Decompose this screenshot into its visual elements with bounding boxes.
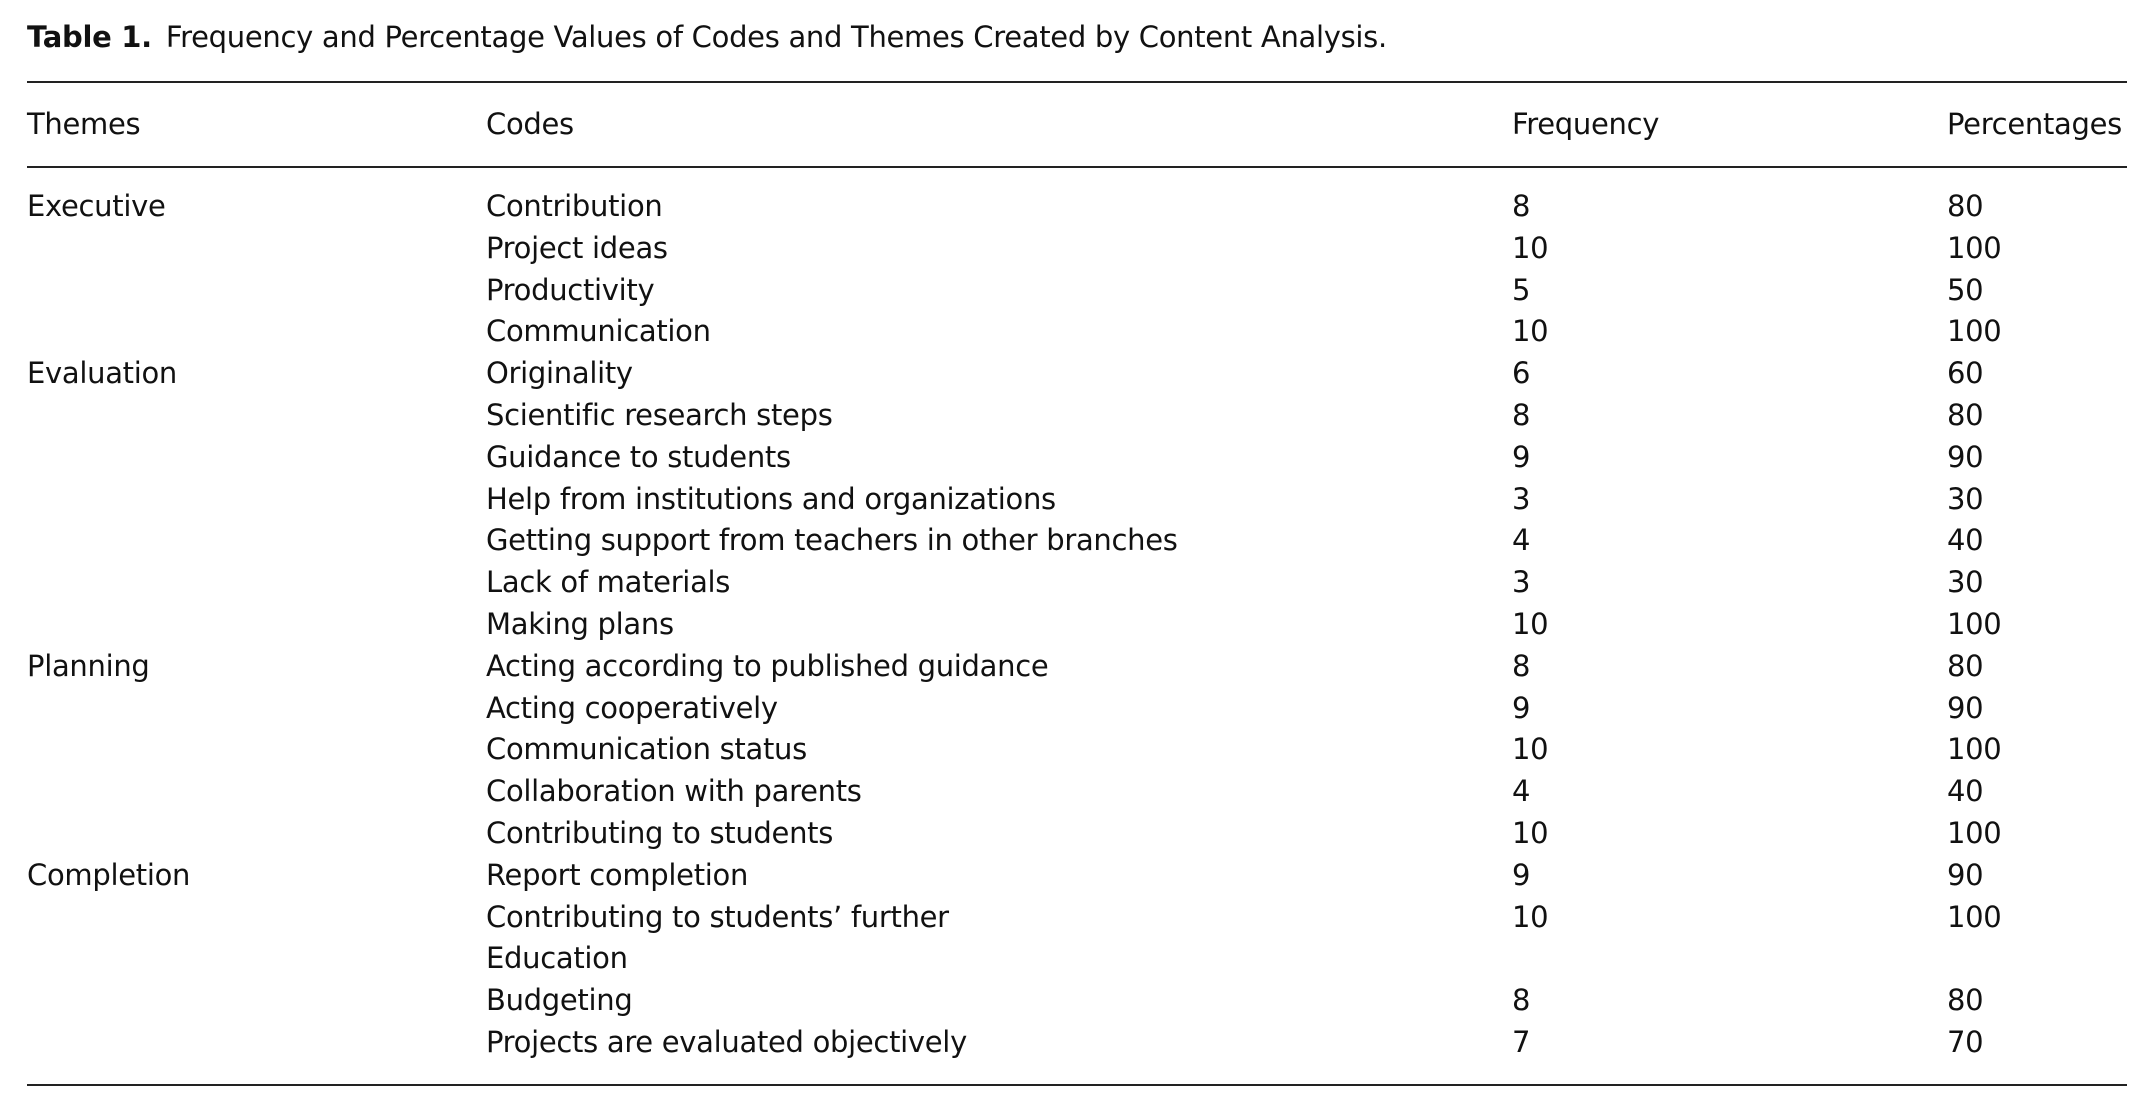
percentage-cell: 80	[1947, 398, 1984, 432]
frequency-cell: 8	[1512, 983, 1531, 1018]
code-cell: Acting cooperatively	[486, 690, 778, 725]
percentage-cell: 30	[1947, 565, 1984, 600]
percentage-cell: 80	[1947, 983, 1984, 1018]
percentage-cell: 90	[1947, 857, 1984, 892]
top-rule	[27, 81, 2127, 83]
frequency-cell: 9	[1512, 690, 1531, 725]
code-cell: Communication	[486, 314, 711, 349]
theme-cell: Planning	[27, 648, 150, 683]
frequency-cell: 10	[1512, 816, 1549, 850]
code-cell: Contribution	[486, 189, 663, 223]
percentage-cell: 90	[1947, 690, 1984, 725]
table-caption: Table 1. Frequency and Percentage Values …	[27, 20, 1387, 54]
percentage-cell: 90	[1947, 439, 1984, 474]
percentage-cell: 100	[1947, 816, 2002, 850]
theme-cell: Executive	[27, 189, 166, 223]
code-cell: Scientific research steps	[486, 398, 833, 432]
percentage-cell: 100	[1947, 899, 2002, 934]
code-cell: Getting support from teachers in other b…	[486, 523, 1178, 558]
percentage-cell: 80	[1947, 648, 1984, 683]
percentage-cell: 40	[1947, 774, 1984, 809]
frequency-cell: 9	[1512, 439, 1531, 474]
table-label: Table 1.	[27, 20, 152, 54]
frequency-cell: 3	[1512, 481, 1531, 516]
bottom-rule	[27, 1084, 2127, 1086]
code-cell-continuation: Education	[486, 941, 628, 976]
header-frequency: Frequency	[1512, 107, 1660, 141]
code-cell: Collaboration with parents	[486, 774, 862, 809]
frequency-cell: 8	[1512, 648, 1531, 683]
frequency-cell: 10	[1512, 230, 1549, 265]
frequency-cell: 10	[1512, 314, 1549, 349]
percentage-cell: 100	[1947, 732, 2002, 767]
frequency-cell: 9	[1512, 857, 1531, 892]
code-cell: Making plans	[486, 607, 674, 641]
theme-cell: Evaluation	[27, 356, 178, 391]
code-cell: Projects are evaluated objectively	[486, 1025, 967, 1059]
code-cell: Acting according to published guidance	[486, 648, 1049, 683]
percentage-cell: 30	[1947, 481, 1984, 516]
header-codes: Codes	[486, 107, 574, 141]
code-cell: Report completion	[486, 857, 749, 892]
code-cell: Contributing to students’ further	[486, 899, 949, 934]
code-cell: Budgeting	[486, 983, 633, 1018]
header-percentages: Percentages	[1947, 107, 2122, 141]
code-cell: Help from institutions and organizations	[486, 481, 1056, 516]
code-cell: Communication status	[486, 732, 807, 767]
percentage-cell: 100	[1947, 314, 2002, 349]
frequency-cell: 6	[1512, 356, 1531, 391]
frequency-cell: 8	[1512, 189, 1531, 223]
frequency-cell: 8	[1512, 398, 1531, 432]
percentage-cell: 100	[1947, 607, 2002, 641]
frequency-cell: 10	[1512, 607, 1549, 641]
percentage-cell: 100	[1947, 230, 2002, 265]
code-cell: Productivity	[486, 272, 655, 307]
frequency-cell: 4	[1512, 523, 1531, 558]
percentage-cell: 50	[1947, 272, 1984, 307]
code-cell: Guidance to students	[486, 439, 791, 474]
table-title: Frequency and Percentage Values of Codes…	[165, 20, 1387, 54]
frequency-cell: 3	[1512, 565, 1531, 600]
code-cell: Originality	[486, 356, 633, 391]
header-themes: Themes	[27, 107, 141, 141]
frequency-cell: 5	[1512, 272, 1531, 307]
header-rule	[27, 166, 2127, 168]
percentage-cell: 80	[1947, 189, 1984, 223]
frequency-cell: 7	[1512, 1025, 1531, 1059]
percentage-cell: 60	[1947, 356, 1984, 391]
percentage-cell: 70	[1947, 1025, 1984, 1059]
code-cell: Lack of materials	[486, 565, 731, 600]
code-cell: Contributing to students	[486, 816, 834, 850]
frequency-cell: 10	[1512, 899, 1549, 934]
percentage-cell: 40	[1947, 523, 1984, 558]
frequency-cell: 4	[1512, 774, 1531, 809]
frequency-cell: 10	[1512, 732, 1549, 767]
code-cell: Project ideas	[486, 230, 668, 265]
theme-cell: Completion	[27, 857, 191, 892]
